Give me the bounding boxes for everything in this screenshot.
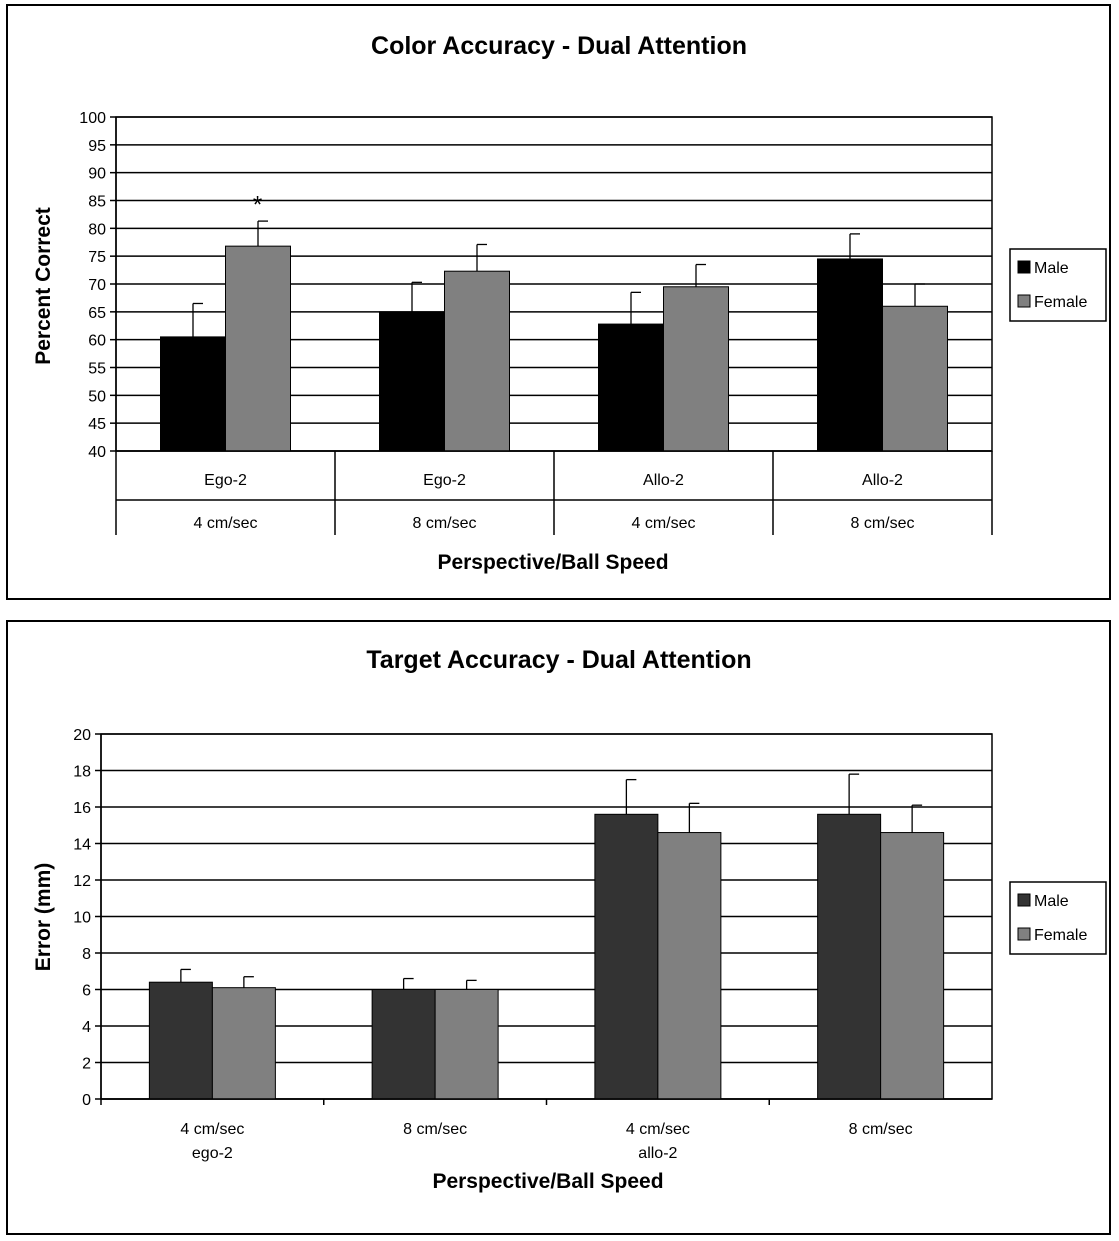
y-tick-label: 75 [88, 249, 106, 266]
y-tick-label: 100 [79, 110, 106, 127]
legend-swatch-female [1017, 927, 1031, 941]
x-category-label: 8 cm/sec [403, 1121, 467, 1138]
y-tick-label: 95 [88, 138, 106, 155]
y-tick-label: 50 [88, 388, 106, 405]
x-axis-title: Perspective/Ball Speed [432, 1170, 663, 1193]
y-tick-label: 16 [73, 800, 91, 817]
y-tick-label: 12 [73, 873, 91, 890]
panel-frame [6, 4, 1111, 600]
bar-female [225, 245, 291, 452]
y-tick-label: 4 [82, 1019, 91, 1036]
y-tick-label: 85 [88, 194, 106, 211]
y-tick-label: 65 [88, 305, 106, 322]
legend-swatch-female [1017, 294, 1031, 308]
y-tick-label: 55 [88, 361, 106, 378]
y-tick-label: 8 [82, 946, 91, 963]
bar-male [817, 813, 882, 1100]
x-category-label: allo-2 [638, 1145, 677, 1162]
legend: Male Female [1009, 881, 1107, 955]
legend-label-female: Female [1034, 927, 1087, 944]
bar-female [882, 305, 948, 452]
y-tick-label: 90 [88, 166, 106, 183]
significance-annotation: * [253, 192, 262, 219]
y-axis-title: Percent Correct [32, 207, 55, 365]
y-tick-label: 18 [73, 764, 91, 781]
bar-female [880, 832, 945, 1100]
legend-label-male: Male [1034, 260, 1069, 277]
y-tick-label: 6 [82, 983, 91, 1000]
x-category-label: 8 cm/sec [849, 1121, 913, 1138]
legend-label-male: Male [1034, 893, 1069, 910]
x-category-label: ego-2 [192, 1145, 233, 1162]
legend-label-female: Female [1034, 294, 1087, 311]
y-tick-label: 40 [88, 444, 106, 461]
y-tick-label: 60 [88, 333, 106, 350]
x-category-label: 8 cm/sec [850, 515, 914, 532]
legend-swatch-male [1017, 260, 1031, 274]
x-category-label: 4 cm/sec [626, 1121, 690, 1138]
x-category-label: 4 cm/sec [180, 1121, 244, 1138]
bar-male [817, 258, 883, 452]
bar-male [160, 336, 226, 452]
bar-female [444, 270, 510, 452]
x-category-label: 4 cm/sec [631, 515, 695, 532]
bar-female [211, 987, 276, 1100]
x-category-label: Ego-2 [204, 472, 247, 489]
bar-female [434, 989, 499, 1100]
bar-female [663, 286, 729, 452]
x-category-label: Allo-2 [862, 472, 903, 489]
x-category-label: 4 cm/sec [193, 515, 257, 532]
chart-title: Target Accuracy - Dual Attention [366, 646, 751, 674]
y-tick-label: 14 [73, 837, 91, 854]
y-tick-label: 45 [88, 416, 106, 433]
bar-female [657, 832, 722, 1100]
bar-male [598, 323, 664, 452]
y-tick-label: 0 [82, 1092, 91, 1109]
legend: Male Female [1009, 248, 1107, 322]
bar-male [371, 989, 436, 1100]
color-accuracy-panel: Color Accuracy - Dual Attention 40 45 50 55… [6, 4, 1111, 600]
bar-male [148, 981, 213, 1100]
chart-title: Color Accuracy - Dual Attention [371, 32, 747, 60]
y-axis-title: Error (mm) [32, 863, 55, 972]
panel-frame [6, 620, 1111, 1235]
x-axis-title: Perspective/Ball Speed [437, 551, 668, 574]
y-tick-label: 80 [88, 221, 106, 238]
y-tick-label: 20 [73, 727, 91, 744]
y-tick-label: 10 [73, 910, 91, 927]
legend-swatch-male [1017, 893, 1031, 907]
x-category-label: Ego-2 [423, 472, 466, 489]
x-category-label: Allo-2 [643, 472, 684, 489]
bar-male [379, 311, 445, 452]
x-category-label: 8 cm/sec [412, 515, 476, 532]
target-accuracy-panel: Target Accuracy - Dual Attention 0 2 4 6 8 10… [6, 620, 1111, 1235]
bar-male [594, 813, 659, 1100]
y-tick-label: 2 [82, 1056, 91, 1073]
y-tick-label: 70 [88, 277, 106, 294]
